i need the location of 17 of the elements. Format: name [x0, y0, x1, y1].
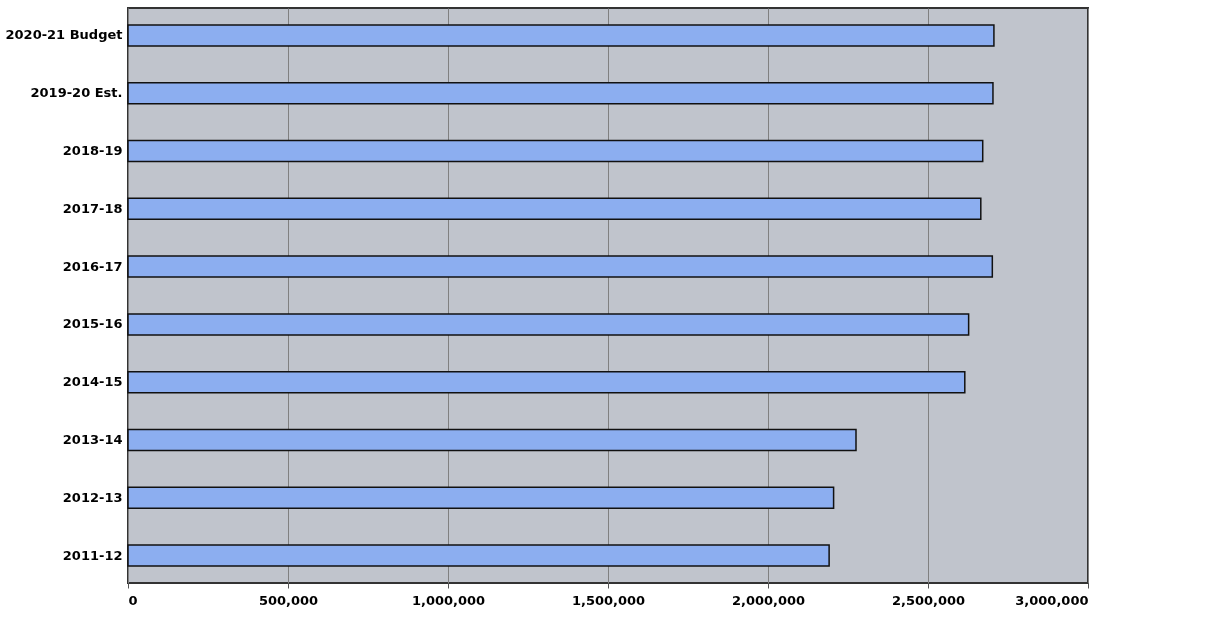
x-tick-label: 2,500,000	[891, 592, 966, 608]
x-tick-label: 1,000,000	[411, 592, 486, 608]
x-tick-label: 1,500,000	[571, 592, 646, 608]
y-tick-label: 2018-19	[62, 143, 123, 159]
y-tick-label: 2015-16	[62, 316, 123, 332]
y-tick-label: 2020-21 Budget	[5, 27, 123, 43]
x-tick-label: 500,000	[258, 592, 319, 608]
y-tick-label: 2017-18	[62, 200, 123, 216]
y-tick-label: 2019-20 Est.	[30, 85, 123, 101]
y-tick-label: 2011-12	[62, 547, 123, 563]
x-tick-label: 3,000,000	[1015, 592, 1089, 608]
x-tick-label: 0	[128, 592, 138, 608]
x-tick-label: 2,000,000	[731, 592, 806, 608]
y-tick-label: 2013-14	[62, 431, 123, 447]
y-tick-label: 2014-15	[62, 374, 123, 390]
y-tick-label: 2012-13	[62, 489, 123, 505]
y-tick-label: 2016-17	[62, 258, 123, 274]
